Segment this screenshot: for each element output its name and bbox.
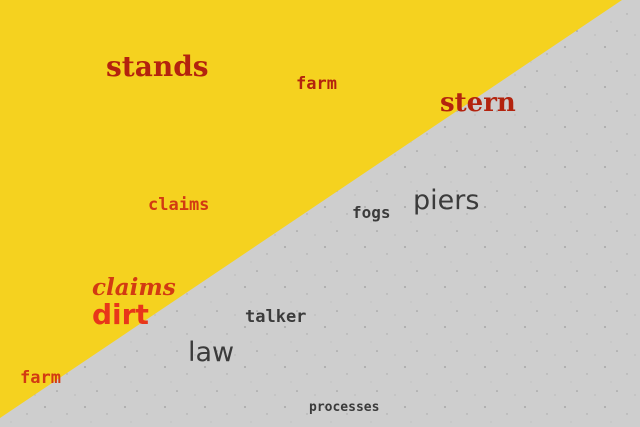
word-farm-bottom: farm <box>20 368 61 388</box>
word-stern: stern <box>440 88 516 118</box>
word-law: law <box>188 337 235 368</box>
word-farm-top: farm <box>296 74 337 94</box>
word-stands: stands <box>106 50 209 83</box>
word-piers: piers <box>413 185 480 216</box>
word-talker: talker <box>245 307 307 327</box>
word-processes: processes <box>309 400 380 415</box>
word-claims-script: claims <box>92 274 176 301</box>
word-dirt: dirt <box>92 298 149 331</box>
word-claims-mid: claims <box>148 195 210 215</box>
word-fogs: fogs <box>352 203 391 222</box>
